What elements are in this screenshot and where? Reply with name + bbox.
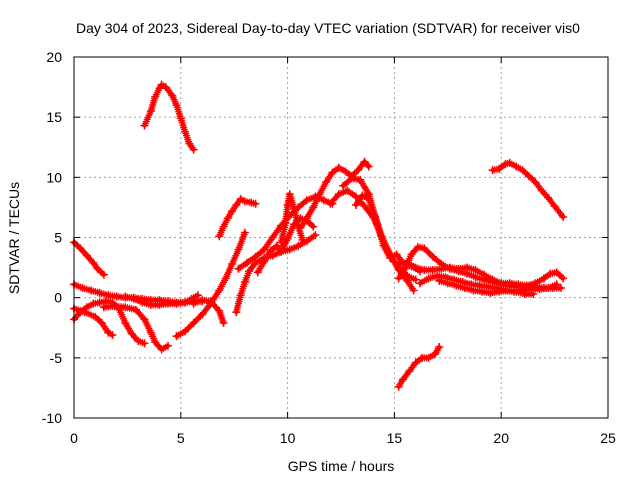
marker-texture bbox=[100, 302, 170, 353]
x-tick-label: 0 bbox=[70, 430, 78, 446]
series-arc-14 bbox=[277, 190, 307, 247]
x-tick-label: 25 bbox=[600, 430, 616, 446]
data-point bbox=[435, 343, 444, 352]
y-tick-label: 0 bbox=[54, 290, 62, 306]
y-tick-label: 15 bbox=[46, 109, 62, 125]
series-arc-07 bbox=[121, 291, 202, 309]
grid bbox=[74, 57, 608, 418]
x-tick-label: 5 bbox=[177, 430, 185, 446]
plot-frame bbox=[73, 56, 609, 419]
series-arc-15 bbox=[296, 157, 373, 232]
series-arc-20 bbox=[394, 258, 568, 290]
series-arc-01 bbox=[140, 80, 198, 154]
y-axis-label: SDTVAR / TECUs bbox=[6, 182, 22, 294]
series-arc-09 bbox=[189, 296, 228, 327]
marker-texture bbox=[70, 304, 114, 338]
series-arc-02 bbox=[70, 238, 108, 279]
data-point bbox=[189, 145, 198, 154]
data-point bbox=[409, 286, 418, 295]
marker-texture bbox=[395, 345, 442, 391]
y-tick-label: -5 bbox=[50, 350, 63, 366]
marker-texture bbox=[70, 238, 106, 277]
series-arc-10 bbox=[215, 194, 260, 241]
marker-texture bbox=[121, 292, 200, 309]
series-arc-06 bbox=[99, 302, 172, 354]
marker-texture bbox=[190, 296, 227, 325]
marker-texture bbox=[140, 81, 196, 152]
y-tick-label: 10 bbox=[46, 169, 62, 185]
chart-title: Day 304 of 2023, Sidereal Day-to-day VTE… bbox=[76, 20, 580, 36]
x-tick-label: 10 bbox=[280, 430, 296, 446]
series-arc-05 bbox=[70, 304, 117, 339]
x-tick-label: 20 bbox=[493, 430, 509, 446]
data-marks bbox=[70, 80, 568, 391]
marker-texture bbox=[435, 277, 535, 298]
marker-texture bbox=[215, 195, 257, 240]
y-tick-label: 5 bbox=[54, 230, 62, 246]
series-arc-08 bbox=[172, 228, 249, 341]
data-point bbox=[559, 213, 568, 222]
x-tick-label: 15 bbox=[387, 430, 403, 446]
data-point bbox=[219, 318, 228, 327]
y-tick-label: 20 bbox=[46, 49, 62, 65]
tick-labels: 0 5 10 15 20 25 -10 -5 0 5 10 15 20 bbox=[42, 49, 616, 446]
marker-texture bbox=[489, 159, 566, 219]
series-band bbox=[490, 160, 566, 219]
series-arc-24 bbox=[488, 158, 568, 222]
x-axis-label: GPS time / hours bbox=[288, 458, 395, 474]
y-tick-label: -10 bbox=[42, 410, 62, 426]
marker-texture bbox=[395, 259, 566, 290]
marker-texture bbox=[173, 231, 248, 340]
series-arc-23 bbox=[394, 343, 444, 391]
series-band bbox=[174, 230, 247, 339]
series-arc-22 bbox=[435, 276, 538, 299]
